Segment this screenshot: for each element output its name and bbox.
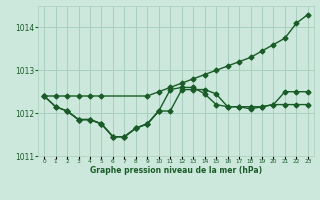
X-axis label: Graphe pression niveau de la mer (hPa): Graphe pression niveau de la mer (hPa)	[90, 166, 262, 175]
